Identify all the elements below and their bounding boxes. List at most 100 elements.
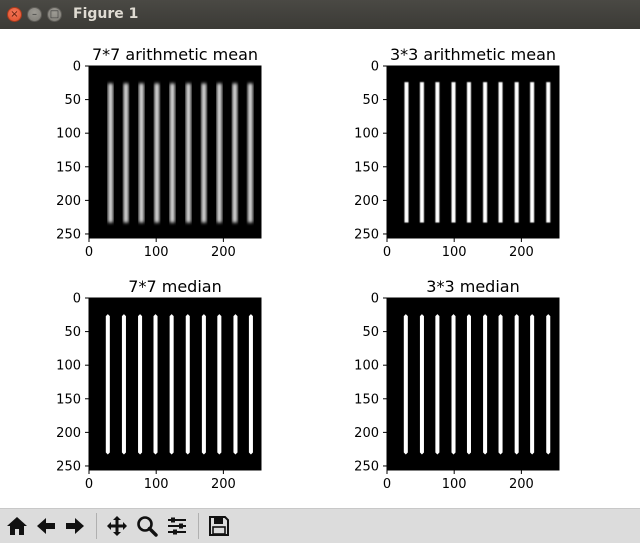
image-background	[89, 66, 261, 238]
y-tick-label: 100	[354, 359, 379, 374]
navigation-toolbar	[0, 508, 640, 543]
x-tick-label: 200	[211, 245, 236, 260]
y-tick-label: 200	[56, 426, 81, 441]
image-stripe	[108, 83, 113, 223]
image-stripe	[403, 314, 408, 455]
image-stripe	[419, 82, 424, 223]
x-tick-label: 0	[85, 477, 93, 492]
image-stripe	[498, 314, 503, 455]
image-stripe	[530, 82, 535, 223]
image-stripe	[217, 314, 222, 455]
image-stripe	[233, 314, 238, 455]
zoom-button[interactable]	[134, 513, 160, 539]
forward-button[interactable]	[62, 513, 88, 539]
image-stripe	[139, 83, 144, 223]
y-tick-label: 100	[56, 359, 81, 374]
y-tick-label: 0	[371, 292, 379, 307]
close-icon: ×	[10, 8, 19, 20]
x-tick-label: 0	[383, 477, 391, 492]
save-button[interactable]	[206, 513, 232, 539]
toolbar-separator	[96, 513, 97, 539]
image-stripe	[451, 82, 456, 223]
x-tick-label: 200	[509, 245, 534, 260]
y-tick-label: 100	[56, 127, 81, 142]
window-titlebar: × – □ Figure 1	[0, 0, 640, 30]
image-stripe	[248, 314, 253, 455]
image-stripe	[451, 314, 456, 455]
image-stripe	[498, 82, 503, 223]
y-tick-label: 50	[362, 93, 379, 108]
y-tick-label: 200	[56, 194, 81, 209]
y-tick-label: 250	[354, 227, 379, 242]
image-stripe	[466, 314, 471, 455]
image-stripe	[466, 82, 471, 223]
home-button[interactable]	[4, 513, 30, 539]
y-tick-label: 50	[362, 325, 379, 340]
subplot-3: 7*7 median 0 100 200 0 50 100 150 200 250	[56, 277, 262, 492]
image-stripe	[435, 82, 440, 223]
y-tick-label: 150	[354, 392, 379, 407]
y-tick-label: 200	[354, 426, 379, 441]
image-stripe	[216, 83, 222, 223]
y-tick-label: 250	[56, 227, 81, 242]
back-arrow-icon	[37, 518, 55, 534]
subplot-title: 3*3 arithmetic mean	[390, 45, 556, 64]
image-stripe	[105, 314, 110, 455]
subplot-title: 3*3 median	[426, 277, 519, 296]
image-stripe	[435, 314, 440, 455]
image-stripe	[232, 83, 238, 223]
image-stripe	[419, 314, 424, 455]
axes-frame	[88, 65, 262, 239]
figure-svg: 7*7 arithmetic mean 0 100 200 0 50 100 150 200 25…	[56, 45, 560, 492]
subplot-title: 7*7 arithmetic mean	[92, 45, 258, 64]
image-stripe	[123, 83, 129, 223]
image-stripe	[483, 82, 488, 223]
save-icon	[209, 516, 229, 536]
y-tick-label: 150	[56, 392, 81, 407]
y-tick-label: 250	[56, 459, 81, 474]
subplot-4: 3*3 median 0 100 200 0 50 100 150 200 250	[354, 277, 560, 492]
axes-frame	[386, 65, 560, 239]
x-tick-label: 200	[509, 477, 534, 492]
minimize-window-button[interactable]: –	[27, 7, 42, 22]
image-stripe	[154, 83, 160, 223]
image-stripe	[483, 314, 488, 455]
pan-icon	[107, 516, 127, 536]
image-stripe	[121, 314, 126, 455]
home-icon	[7, 517, 27, 535]
image-stripe	[153, 314, 158, 455]
maximize-icon: □	[49, 8, 60, 20]
subplots-icon	[168, 517, 186, 535]
y-tick-label: 50	[64, 93, 81, 108]
x-tick-label: 200	[211, 477, 236, 492]
y-tick-label: 150	[56, 160, 81, 175]
subplot-title: 7*7 median	[128, 277, 221, 296]
x-tick-label: 0	[383, 245, 391, 260]
back-button[interactable]	[33, 513, 59, 539]
image-stripe	[186, 83, 191, 223]
subplot-1: 7*7 arithmetic mean 0 100 200 0 50 100 150 200 25…	[56, 45, 262, 260]
image-stripe	[169, 314, 174, 455]
image-stripe	[546, 314, 551, 455]
configure-subplots-button[interactable]	[164, 513, 190, 539]
image-stripe	[514, 314, 519, 455]
maximize-window-button[interactable]: □	[47, 7, 62, 22]
x-tick-label: 100	[442, 477, 467, 492]
x-tick-label: 100	[442, 245, 467, 260]
pan-button[interactable]	[104, 513, 130, 539]
toolbar-separator	[198, 513, 199, 539]
image-stripe	[185, 314, 190, 455]
y-tick-label: 50	[64, 325, 81, 340]
image-stripe	[138, 314, 143, 455]
y-tick-label: 0	[73, 292, 81, 307]
close-window-button[interactable]: ×	[7, 7, 22, 22]
minimize-icon: –	[32, 8, 37, 20]
x-tick-label: 100	[144, 477, 169, 492]
y-tick-label: 200	[354, 194, 379, 209]
image-stripe	[546, 82, 551, 223]
zoom-icon	[137, 516, 158, 537]
y-tick-label: 0	[371, 60, 379, 75]
image-stripe	[530, 314, 535, 455]
image-stripe	[169, 83, 175, 223]
window-title: Figure 1	[73, 6, 139, 22]
